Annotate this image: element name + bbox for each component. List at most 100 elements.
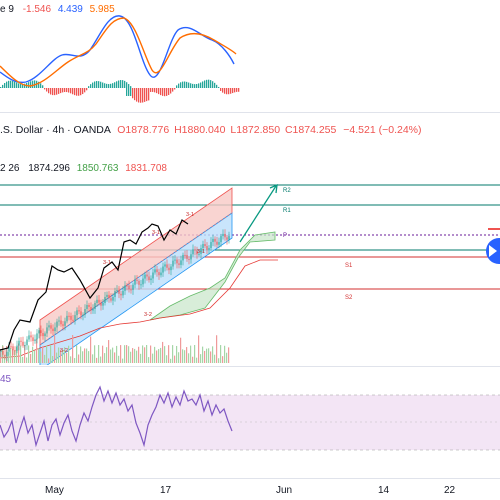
pane-separator bbox=[0, 112, 500, 113]
macd-hist-bar bbox=[88, 86, 90, 88]
macd-hist-bar bbox=[20, 83, 22, 88]
candle-body bbox=[58, 320, 60, 322]
candle-body bbox=[186, 254, 188, 259]
macd-hist-bar bbox=[90, 84, 92, 88]
macd-hist-bar bbox=[6, 81, 8, 88]
macd-hist-bar bbox=[106, 83, 108, 88]
candle-body bbox=[16, 345, 18, 351]
candle-body bbox=[38, 330, 40, 334]
candle-body bbox=[216, 241, 218, 245]
ichimoku-leading-b: 1831.708 bbox=[125, 163, 167, 174]
candle-body bbox=[110, 298, 112, 301]
volume-bar bbox=[156, 350, 158, 363]
macd-hist-bar bbox=[24, 83, 26, 88]
volume-bar bbox=[42, 346, 44, 363]
macd-hist-bar bbox=[76, 88, 78, 96]
candle-body bbox=[202, 244, 204, 249]
candle-body bbox=[120, 293, 122, 296]
pivot-s2-label: S2 bbox=[345, 295, 353, 301]
volume-bar bbox=[94, 345, 96, 363]
macd-hist-bar bbox=[22, 83, 24, 88]
volume-bar bbox=[118, 355, 120, 363]
macd-hist-bar bbox=[156, 88, 158, 94]
candle-body bbox=[182, 254, 184, 261]
candle-body bbox=[50, 325, 52, 329]
volume-bar bbox=[210, 351, 212, 363]
macd-hist-bar bbox=[136, 88, 138, 102]
volume-bar bbox=[192, 356, 194, 363]
volume-bar bbox=[20, 345, 22, 363]
signal-line bbox=[0, 17, 237, 87]
macd-hist-bar bbox=[48, 88, 50, 94]
volume-bar bbox=[30, 353, 32, 363]
candle-body bbox=[210, 242, 212, 249]
volume-bar bbox=[66, 352, 68, 363]
macd-hist-bar bbox=[154, 88, 156, 93]
volume-bar bbox=[26, 357, 28, 363]
candle-body bbox=[2, 350, 4, 355]
signal-value: 4.439 bbox=[57, 4, 83, 15]
candle-body bbox=[206, 246, 208, 250]
candle-body bbox=[154, 269, 156, 273]
volume-bar bbox=[112, 347, 114, 363]
price-pane: R2 R1 P S1 S2 3-1 3-1 3-1 3-1 3-2 3-2 bbox=[0, 183, 500, 365]
candle-body bbox=[8, 346, 10, 352]
volume-bar bbox=[60, 349, 62, 363]
pivot-p-label: P bbox=[283, 233, 287, 239]
volume-bar bbox=[180, 337, 182, 363]
macd-hist-bar bbox=[50, 88, 52, 95]
volume-bar bbox=[52, 355, 54, 363]
macd-hist-bar bbox=[184, 81, 186, 88]
volume-bars bbox=[0, 335, 230, 363]
macd-hist-bar bbox=[82, 88, 84, 95]
candle-body bbox=[86, 304, 88, 310]
lagging-span-line bbox=[0, 219, 189, 351]
macd-hist-bar bbox=[40, 83, 42, 88]
candle-body bbox=[80, 311, 82, 316]
rsi-pane bbox=[0, 385, 500, 451]
candle-body bbox=[88, 304, 90, 307]
candle-body bbox=[208, 248, 210, 250]
macd-hist-bar bbox=[232, 88, 234, 94]
volume-bar bbox=[16, 346, 18, 363]
arrow-right-icon bbox=[489, 245, 497, 257]
volume-bar bbox=[174, 355, 176, 363]
scroll-to-realtime-button[interactable] bbox=[486, 238, 500, 264]
macd-hist-bar bbox=[196, 83, 198, 88]
candle-body bbox=[176, 259, 178, 264]
candle-body bbox=[184, 254, 186, 256]
macd-hist-bar bbox=[104, 83, 106, 88]
macd-hist-bar bbox=[96, 81, 98, 88]
volume-bar bbox=[84, 348, 86, 363]
macd-hist-bar bbox=[4, 83, 6, 88]
macd-hist-bar bbox=[14, 81, 16, 88]
candle-body bbox=[96, 299, 98, 303]
rsi-band bbox=[0, 395, 500, 450]
candle-body bbox=[220, 236, 222, 243]
volume-bar bbox=[110, 349, 112, 363]
candle-body bbox=[52, 328, 54, 332]
volume-bar bbox=[228, 347, 230, 363]
change-value: −4.521 (−0.24%) bbox=[343, 124, 422, 136]
macd-hist-bar bbox=[218, 86, 220, 88]
volume-bar bbox=[182, 349, 184, 363]
candle-body bbox=[78, 310, 80, 312]
volume-bar bbox=[194, 345, 196, 363]
candle-body bbox=[114, 291, 116, 297]
macd-hist-bar bbox=[142, 88, 144, 103]
volume-bar bbox=[200, 354, 202, 363]
volume-bar bbox=[50, 345, 52, 363]
volume-bar bbox=[92, 354, 94, 363]
volume-bar bbox=[216, 335, 218, 363]
macd-name: e 9 bbox=[0, 4, 14, 15]
channel-label-6: 3-2 bbox=[60, 348, 68, 354]
candle-body bbox=[122, 290, 124, 296]
candle-body bbox=[0, 350, 2, 352]
macd-hist-bar bbox=[124, 80, 126, 88]
candle-body bbox=[76, 310, 78, 316]
macd-hist-bar bbox=[158, 88, 160, 95]
volume-bar bbox=[114, 352, 116, 363]
volume-bar bbox=[140, 353, 142, 363]
volume-bar bbox=[54, 335, 56, 363]
macd-hist-bar bbox=[86, 88, 88, 91]
